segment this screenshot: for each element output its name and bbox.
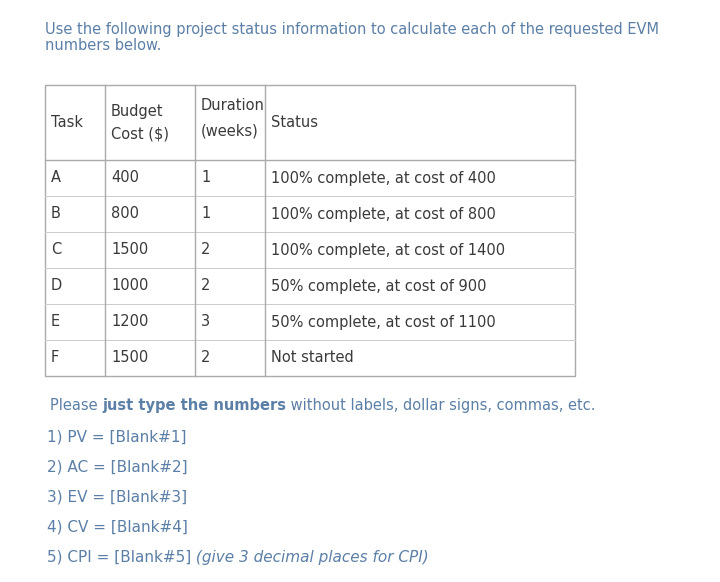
Text: Duration: Duration	[201, 98, 265, 113]
Text: F: F	[51, 350, 59, 365]
Text: 50% complete, at cost of 1100: 50% complete, at cost of 1100	[271, 314, 496, 329]
Text: 2: 2	[201, 243, 210, 257]
Text: 5) CPI = [Blank#5]: 5) CPI = [Blank#5]	[47, 550, 192, 565]
Text: Budget: Budget	[111, 104, 163, 119]
Text: Cost ($): Cost ($)	[111, 126, 169, 141]
Text: 2) AC = [Blank#2]: 2) AC = [Blank#2]	[47, 460, 188, 475]
Text: 3) EV = [Blank#3]: 3) EV = [Blank#3]	[47, 490, 187, 505]
Text: 4) CV = [Blank#4]: 4) CV = [Blank#4]	[47, 520, 188, 535]
Text: 2: 2	[201, 279, 210, 293]
Text: 1000: 1000	[111, 279, 148, 293]
Text: just type the numbers: just type the numbers	[102, 398, 287, 413]
Text: 100% complete, at cost of 800: 100% complete, at cost of 800	[271, 207, 496, 222]
Text: 2: 2	[201, 350, 210, 365]
Text: 800: 800	[111, 207, 139, 222]
Text: C: C	[51, 243, 61, 257]
Text: (give 3 decimal places for CPI): (give 3 decimal places for CPI)	[192, 550, 429, 565]
Text: 100% complete, at cost of 1400: 100% complete, at cost of 1400	[271, 243, 505, 257]
Text: 1) PV = [Blank#1]: 1) PV = [Blank#1]	[47, 430, 186, 445]
Text: 1: 1	[201, 171, 210, 186]
Text: 1200: 1200	[111, 314, 148, 329]
Text: 50% complete, at cost of 900: 50% complete, at cost of 900	[271, 279, 487, 293]
Text: Use the following project status information to calculate each of the requested : Use the following project status informa…	[45, 22, 659, 37]
Text: B: B	[51, 207, 61, 222]
Text: Task: Task	[51, 115, 83, 130]
Text: 400: 400	[111, 171, 139, 186]
Text: Please: Please	[50, 398, 102, 413]
Text: 1: 1	[201, 207, 210, 222]
Text: numbers below.: numbers below.	[45, 38, 161, 53]
Text: 3: 3	[201, 314, 210, 329]
Text: Not started: Not started	[271, 350, 354, 365]
Text: 1500: 1500	[111, 350, 148, 365]
Bar	[45, 85, 575, 376]
Text: Status: Status	[271, 115, 318, 130]
Text: without labels, dollar signs, commas, etc.: without labels, dollar signs, commas, et…	[287, 398, 595, 413]
Text: (weeks): (weeks)	[201, 124, 258, 139]
Text: 1500: 1500	[111, 243, 148, 257]
Text: D: D	[51, 279, 62, 293]
Text: E: E	[51, 314, 60, 329]
Text: A: A	[51, 171, 61, 186]
Text: 100% complete, at cost of 400: 100% complete, at cost of 400	[271, 171, 496, 186]
